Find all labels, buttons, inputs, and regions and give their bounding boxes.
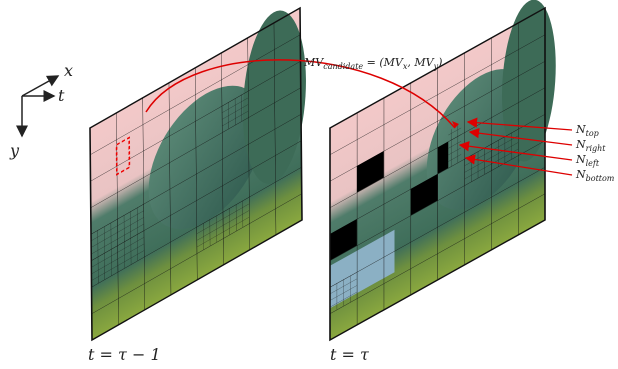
frame-label: t = τ − 1 [88, 345, 161, 364]
diagram: x t y MVcandidate = (MVx, MVy) [0, 0, 618, 369]
neighbor-label: Nright [575, 138, 606, 153]
neighbor-label: Nleft [575, 153, 600, 168]
axis-label: t [58, 86, 65, 105]
neighbor-label: Ntop [575, 123, 599, 138]
axis-label: y [9, 141, 20, 160]
frame-current [330, 0, 556, 340]
axis-label: x [64, 61, 73, 80]
axes [22, 76, 58, 136]
frame-label: t = τ [330, 345, 370, 364]
motion-vector-label: MVcandidate = (MVx, MVy) [303, 56, 442, 71]
frame-previous [90, 0, 307, 340]
neighbor-label: Nbottom [575, 168, 615, 183]
